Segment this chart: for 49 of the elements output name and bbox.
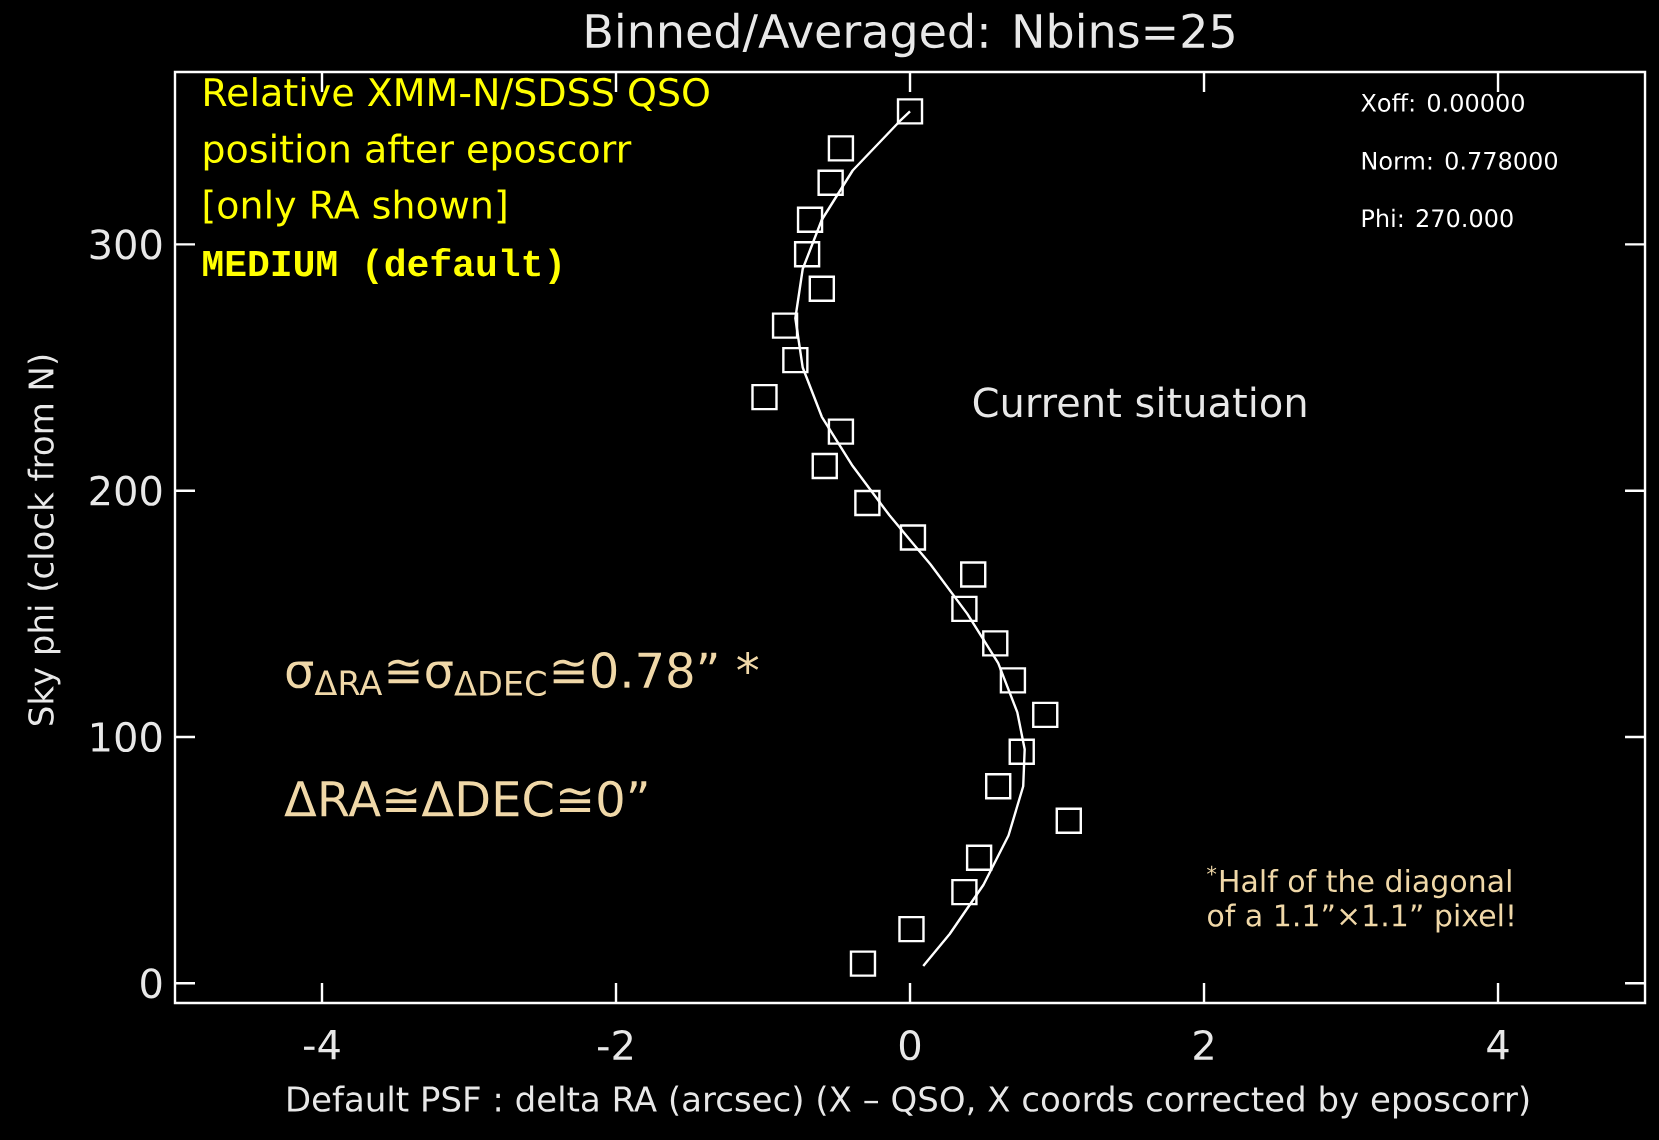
point xyxy=(854,489,881,517)
x-tick-label: 2 xyxy=(1194,1030,1213,1060)
annotation: Norm: 0.778000 xyxy=(1362,151,1558,170)
chart-title: Binned/Averaged: Nbins=25 xyxy=(586,12,1234,58)
annotation: Phi: 270.000 xyxy=(1362,208,1513,228)
point xyxy=(1032,701,1059,729)
x-axis-title: Default PSF : delta RA (arcsec) (X – QSO, X coords corrected by eposcorr) xyxy=(288,1085,1529,1119)
point xyxy=(808,275,836,302)
annotation: [only RA shown] xyxy=(204,189,506,227)
annotation: position after eposcorr xyxy=(204,133,632,171)
point xyxy=(951,878,978,906)
x-tick-label: 0 xyxy=(899,1030,921,1061)
point xyxy=(782,346,809,374)
point xyxy=(771,312,799,339)
point xyxy=(827,418,855,445)
point xyxy=(849,950,877,977)
annotation: Current situation xyxy=(973,386,1306,418)
point xyxy=(965,844,993,871)
point xyxy=(999,667,1027,694)
y-tick-label: 100 xyxy=(92,721,162,753)
y-axis-title: Sky phi (clock from N) xyxy=(27,355,61,725)
x-tick-label: -4 xyxy=(304,1030,340,1060)
annotation: σ$_{ΔRA}$≅σ$_{ΔDEC}$≅0.78” * xyxy=(286,652,759,696)
point xyxy=(793,241,821,268)
point xyxy=(817,169,844,197)
annotation: ΔRA≅ΔDEC≅0” xyxy=(284,780,647,817)
annotation: of a 1.1”×1.1” pixel! xyxy=(1208,903,1513,933)
point xyxy=(896,98,924,125)
point xyxy=(811,452,838,480)
point xyxy=(751,383,778,411)
annotation: Xoff: 0.00000 xyxy=(1361,93,1524,112)
point xyxy=(899,524,927,551)
point xyxy=(985,773,1012,800)
point xyxy=(898,915,925,943)
point xyxy=(982,630,1009,657)
annotation: $^{*}$Half of the diagonal xyxy=(1207,865,1511,899)
point xyxy=(796,206,824,233)
x-tick-label: 4 xyxy=(1487,1030,1509,1060)
point xyxy=(827,135,855,162)
y-tick-label: 0 xyxy=(141,968,162,999)
point xyxy=(951,595,978,623)
annotation: MEDIUM (default) xyxy=(203,248,560,284)
annotation: Relative XMM-N/SDSS QSO xyxy=(205,77,709,111)
point xyxy=(1008,738,1035,765)
point xyxy=(1055,807,1082,834)
x-tick-label: -2 xyxy=(598,1030,632,1060)
y-tick-label: 300 xyxy=(90,229,162,260)
point xyxy=(960,561,987,588)
y-tick-label: 200 xyxy=(90,475,162,506)
